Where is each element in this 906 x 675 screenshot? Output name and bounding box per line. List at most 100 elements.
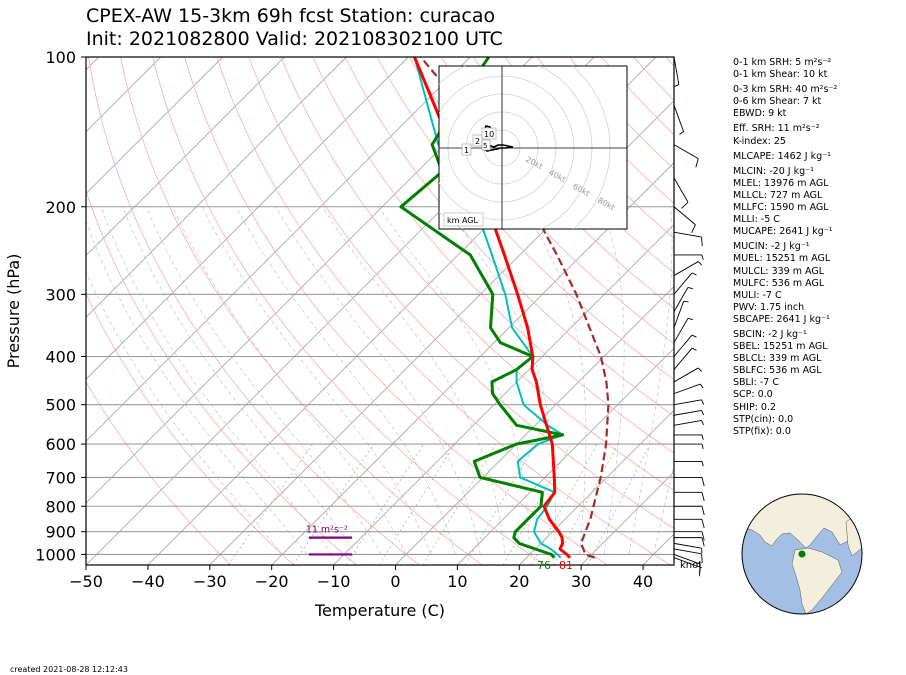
north-america-shape	[742, 494, 859, 549]
dry-adiabat	[86, 381, 232, 565]
wind-barb	[673, 367, 703, 383]
sounding-param: MULI: -7 C	[733, 289, 782, 301]
wind-barb	[673, 334, 697, 357]
x-tick-label: −30	[193, 572, 227, 591]
x-tick-label: 10	[447, 572, 467, 591]
profile-lines	[399, 57, 610, 559]
y-tick-label: 300	[45, 285, 76, 304]
wind-barb	[674, 518, 705, 529]
x-tick-label: −40	[131, 572, 165, 591]
y-tick-label: 600	[45, 435, 76, 454]
y-tick-label: 100	[45, 48, 76, 67]
moist-adiabat	[444, 206, 556, 555]
sounding-param: MLLFC: 1590 m AGL	[733, 202, 829, 214]
sounding-param: SHIP: 0.2	[733, 401, 777, 413]
wind-barb	[673, 347, 697, 370]
chart-title-line1: CPEX-AW 15-3km 69h fcst Station: curacao	[86, 5, 496, 27]
dry-adiabat	[86, 292, 294, 565]
sounding-param: MUEL: 15251 m AGL	[733, 253, 831, 265]
dry-adiabat	[440, 57, 674, 309]
dry-adiabat	[376, 57, 674, 381]
moist-adiabat	[378, 206, 531, 555]
sounding-param: SBEL: 15251 m AGL	[733, 341, 828, 353]
wind-barb	[673, 177, 689, 209]
station-marker	[798, 550, 806, 558]
wind-barb	[674, 460, 704, 467]
y-tick-label: 700	[45, 468, 76, 487]
moist-adiabat	[522, 206, 587, 555]
hodograph-height-box	[481, 139, 491, 151]
x-tick-label: −20	[255, 572, 289, 591]
moist-adiabat	[172, 206, 407, 555]
x-tick-label: 30	[571, 572, 591, 591]
dry-adiabat	[248, 57, 674, 529]
x-tick-label: 20	[509, 572, 529, 591]
dry-adiabat	[472, 57, 674, 274]
srh-bars: 11 m²s⁻²	[306, 525, 353, 556]
hodograph-height-label: 2	[475, 137, 480, 146]
sounding-param: MULCL: 339 m AGL	[733, 265, 825, 277]
x-axis-label: Temperature (C)	[314, 601, 445, 620]
wind-barb	[674, 476, 705, 487]
x-tick-label: 40	[633, 572, 653, 591]
x-tick-label: −10	[317, 572, 351, 591]
moist-adiabat	[275, 206, 481, 555]
temperature-profile	[413, 57, 571, 559]
sounding-param: SCP: 0.0	[733, 389, 773, 401]
sounding-param: MUCIN: -2 J kg⁻¹	[733, 241, 810, 253]
isotherm-line	[395, 285, 674, 565]
surface-dewpoint-label: 76	[537, 559, 551, 572]
wind-barb	[673, 261, 703, 276]
surface-temperature-label: 81	[559, 559, 573, 572]
wind-barb	[673, 144, 699, 168]
knot-label: knot	[680, 560, 703, 571]
y-tick-label: 900	[45, 523, 76, 542]
sounding-param: 0-1 km SRH: 5 m²s⁻²	[733, 57, 832, 68]
x-tick-label: 0	[390, 572, 400, 591]
sounding-param: MLLCL: 727 m AGL	[733, 189, 823, 201]
wind-barb	[673, 272, 697, 295]
wind-barb	[673, 105, 684, 135]
wind-barbs	[673, 56, 705, 577]
chart-title-line2: Init: 2021082800 Valid: 202108302100 UTC	[86, 28, 503, 50]
sounding-param: 0-6 km Shear: 7 kt	[733, 96, 822, 108]
mixing-ratio-line	[378, 443, 456, 565]
sounding-param: SBLFC: 536 m AGL	[733, 365, 822, 377]
isotherm-line	[209, 100, 674, 565]
y-tick-label: 500	[45, 396, 76, 415]
background-lines	[86, 57, 674, 565]
y-axis-label: Pressure (hPa)	[4, 254, 23, 369]
wind-barb	[673, 206, 696, 234]
sounding-param: SBLCL: 339 m AGL	[733, 353, 822, 365]
sounding-param: MLEL: 13976 m AGL	[733, 177, 829, 189]
mixing-ratio-line	[530, 443, 598, 565]
wind-barb	[674, 491, 705, 502]
isotherm-line	[86, 57, 223, 195]
dry-adiabat	[312, 57, 674, 454]
isotherm-line	[86, 57, 285, 257]
parcel-profile	[419, 57, 610, 559]
sounding-param: Eff. SRH: 11 m²s⁻²	[733, 123, 820, 135]
dry-adiabat	[280, 57, 674, 491]
wind-barb	[673, 231, 703, 247]
wind-barb	[674, 443, 704, 450]
x-axis: −50 −40 −30 −20 −10 0 10 20 30 40	[69, 565, 653, 591]
wind-barb	[674, 505, 705, 516]
sounding-param: 0-3 km SRH: 40 m²s⁻²	[733, 84, 838, 96]
wind-barb	[673, 419, 705, 426]
sounding-param: MULFC: 536 m AGL	[733, 277, 825, 289]
hodograph-height-label: 5	[483, 142, 487, 150]
wind-barb	[674, 537, 705, 547]
isotherm-line	[457, 347, 674, 565]
isotherm-line	[86, 57, 409, 380]
dry-adiabat	[88, 57, 420, 565]
y-tick-label: 400	[45, 348, 76, 367]
sounding-param: 0-1 km Shear: 10 kt	[733, 69, 828, 81]
dewpoint-profile	[399, 57, 565, 559]
wind-barb	[673, 317, 693, 343]
location-globe	[741, 493, 863, 615]
wind-barb	[673, 554, 701, 574]
y-tick-label: 1000	[35, 545, 76, 564]
moist-adiabat	[653, 463, 674, 555]
sounding-param: MLLI: -5 C	[733, 214, 780, 226]
